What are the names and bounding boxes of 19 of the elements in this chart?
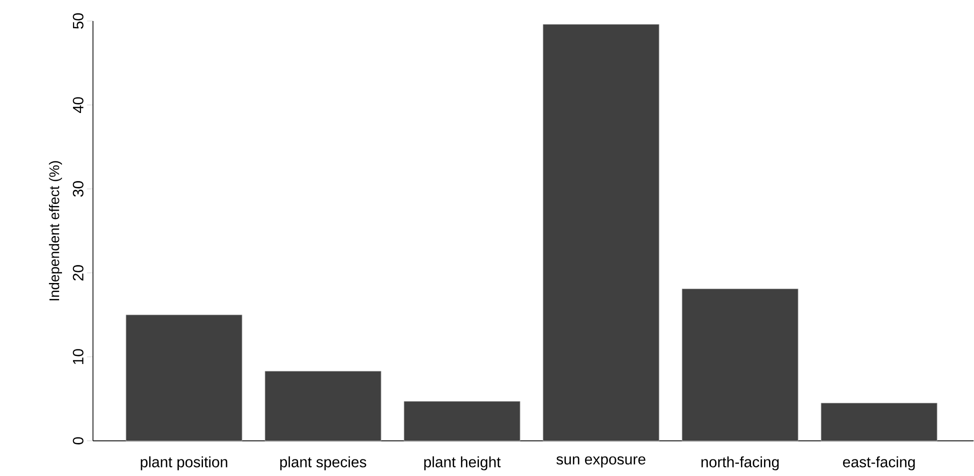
bar	[404, 401, 520, 442]
x-tick-label: east-facing	[843, 456, 915, 470]
bar	[542, 24, 660, 442]
x-tick-label: sun exposure	[556, 456, 646, 468]
bar	[820, 402, 938, 442]
bar	[264, 371, 382, 442]
bar	[682, 288, 798, 442]
x-tick-label: plant species	[280, 456, 366, 470]
y-axis-title: Independent effect (%)	[48, 161, 62, 300]
x-tick-label: north-facing	[701, 456, 779, 470]
x-tick-label: plant height	[424, 456, 501, 470]
y-tick-label: 40	[72, 97, 84, 114]
y-tick-label: 50	[72, 13, 84, 29]
y-tick-label: 20	[72, 265, 84, 281]
x-tick-label: plant position	[140, 456, 228, 470]
y-tick-label: 30	[72, 181, 84, 197]
y-tick-label: 0	[72, 437, 84, 444]
bar	[126, 314, 242, 442]
y-tick-label: 10	[72, 349, 84, 364]
